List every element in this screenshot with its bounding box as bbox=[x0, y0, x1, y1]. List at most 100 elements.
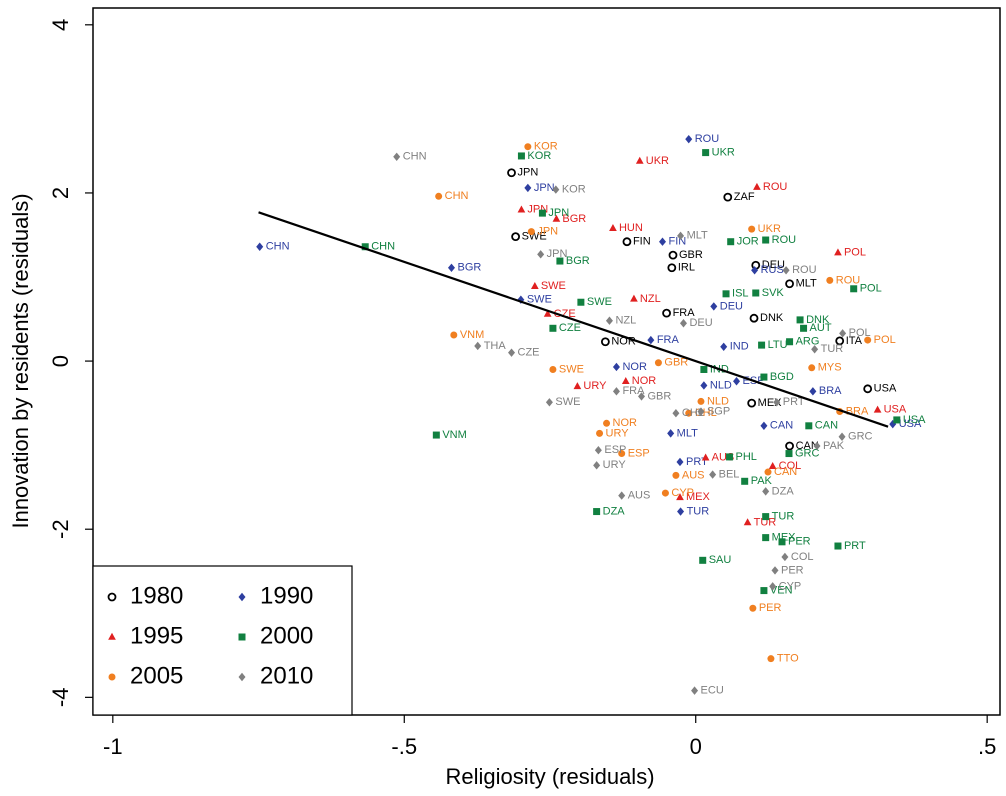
point bbox=[809, 387, 817, 396]
point-label: UKR bbox=[646, 155, 669, 167]
point-label: PAK bbox=[823, 440, 845, 452]
point-label: BGD bbox=[770, 371, 794, 383]
point-label: HUN bbox=[619, 222, 643, 234]
point-label: ARG bbox=[796, 336, 820, 348]
point bbox=[667, 429, 675, 438]
point-label: DEU bbox=[720, 300, 743, 312]
point bbox=[524, 183, 532, 193]
point-label: CAN bbox=[796, 440, 819, 452]
point bbox=[545, 398, 553, 407]
point-label: CYP bbox=[779, 580, 802, 592]
point-label: POL bbox=[849, 327, 871, 339]
point bbox=[662, 308, 671, 318]
point bbox=[621, 377, 630, 385]
point bbox=[700, 365, 708, 373]
point-label: SWE bbox=[587, 296, 612, 308]
point bbox=[702, 149, 710, 157]
point-label: CZE bbox=[554, 308, 576, 320]
point bbox=[573, 382, 582, 390]
point-label: BGR bbox=[566, 255, 590, 267]
point-label: ECU bbox=[701, 685, 724, 697]
point bbox=[543, 309, 552, 317]
legend-box bbox=[92, 565, 353, 716]
point-label: KOR bbox=[534, 141, 558, 153]
point-label: TTO bbox=[777, 653, 799, 665]
x-tick-label: 0 bbox=[690, 734, 702, 759]
point-label: USA bbox=[874, 383, 897, 395]
legend-label: 2000 bbox=[260, 622, 313, 649]
y-tick-label: -4 bbox=[48, 688, 73, 708]
point-label: SWE bbox=[527, 294, 552, 306]
point-label: TUR bbox=[772, 511, 795, 523]
point bbox=[594, 445, 602, 455]
point-label: TUR bbox=[754, 516, 777, 528]
point bbox=[747, 398, 757, 408]
point-label: BGR bbox=[562, 213, 586, 225]
point bbox=[647, 335, 655, 345]
point-label: GBR bbox=[648, 390, 672, 402]
point bbox=[773, 398, 781, 407]
point bbox=[530, 282, 539, 290]
point bbox=[256, 242, 264, 251]
point-label: VNM bbox=[442, 429, 466, 441]
point bbox=[593, 508, 601, 516]
point bbox=[834, 542, 842, 550]
fit-line bbox=[258, 211, 889, 428]
point bbox=[677, 231, 685, 241]
point-label: MLT bbox=[677, 427, 698, 439]
point bbox=[808, 364, 816, 372]
point-label: NOR bbox=[622, 361, 647, 373]
point bbox=[667, 263, 677, 273]
point bbox=[785, 279, 794, 289]
point-label: PRT bbox=[686, 456, 708, 468]
point-label: SWE bbox=[555, 396, 580, 408]
point bbox=[813, 441, 821, 451]
point bbox=[785, 441, 794, 451]
point-label: JPN bbox=[534, 182, 555, 194]
point-label: CZE bbox=[518, 347, 540, 359]
point bbox=[741, 477, 749, 485]
point-label: ESP bbox=[604, 444, 626, 456]
point bbox=[600, 337, 610, 347]
point bbox=[796, 316, 804, 324]
point-label: NOR bbox=[613, 417, 638, 429]
point bbox=[723, 192, 733, 202]
point-label: ISL bbox=[732, 288, 749, 300]
point bbox=[685, 409, 693, 417]
point-label: FIN bbox=[633, 236, 651, 248]
point-label: USA bbox=[884, 404, 907, 416]
point-label: DNK bbox=[760, 312, 784, 324]
point bbox=[658, 237, 666, 246]
point bbox=[676, 457, 684, 467]
point bbox=[771, 566, 779, 575]
legend-label: 1990 bbox=[260, 582, 313, 609]
point-label: UKR bbox=[758, 223, 781, 235]
point-label: SGP bbox=[707, 405, 730, 417]
point-label: PER bbox=[759, 602, 782, 614]
point bbox=[618, 450, 626, 458]
point-label: ROU bbox=[792, 264, 817, 276]
point-label: DEU bbox=[762, 259, 785, 271]
point bbox=[811, 345, 819, 354]
point-label: TUR bbox=[821, 343, 844, 355]
point bbox=[549, 324, 557, 332]
point bbox=[753, 182, 761, 190]
point bbox=[432, 431, 440, 439]
point-label: KOR bbox=[562, 183, 586, 195]
point bbox=[826, 276, 834, 284]
point bbox=[447, 263, 455, 272]
point bbox=[778, 538, 786, 546]
point bbox=[769, 582, 777, 591]
point bbox=[677, 507, 685, 516]
point bbox=[538, 209, 546, 217]
point-label: SVK bbox=[762, 287, 785, 299]
point bbox=[474, 341, 482, 351]
point-label: URY bbox=[583, 380, 607, 392]
point bbox=[435, 192, 443, 200]
point-label: SWE bbox=[522, 231, 547, 243]
y-tick-label: 0 bbox=[48, 355, 73, 367]
point-label: UKR bbox=[712, 147, 735, 159]
point-label: GBR bbox=[664, 357, 688, 369]
point-label: COL bbox=[791, 551, 814, 563]
point-label: ROU bbox=[763, 181, 788, 193]
